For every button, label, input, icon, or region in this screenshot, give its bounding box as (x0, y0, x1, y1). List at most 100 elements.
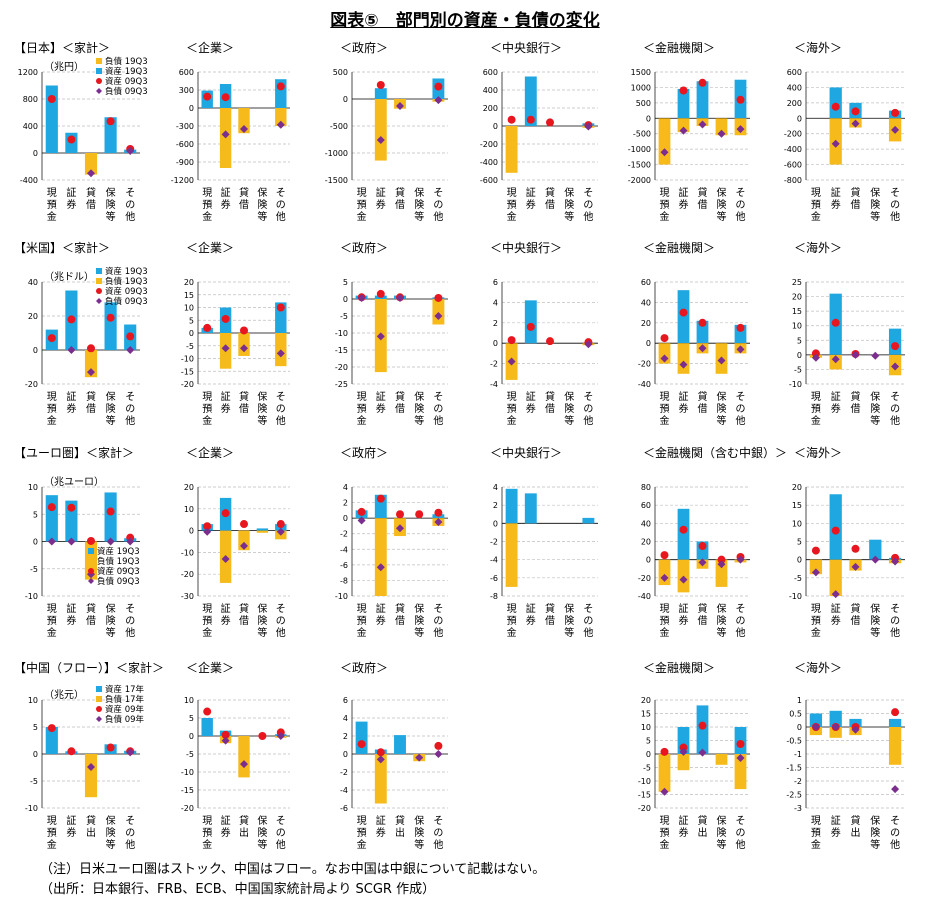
category-label: 保 (870, 602, 880, 615)
category-label: 預 (47, 615, 57, 627)
asset-old-marker (240, 326, 248, 335)
asset-old-marker (717, 555, 726, 564)
category-label: 預 (47, 827, 57, 839)
category-label: 券 (376, 826, 386, 839)
category-label: 券 (526, 198, 536, 211)
legend-label: 資産 17年 (105, 684, 145, 695)
liability-bar (238, 108, 250, 134)
category-label: 借 (851, 403, 861, 415)
tick-label: 600 (787, 68, 802, 77)
tick-label: 0 (646, 556, 651, 565)
liability-old-marker (851, 119, 860, 128)
liability-bar (505, 126, 518, 173)
tick-label: 4 (343, 714, 348, 723)
tick-label: -4 (490, 380, 498, 389)
category-label: 券 (376, 402, 386, 415)
liability-old-marker (736, 555, 745, 564)
tick-label: -20 (335, 363, 348, 372)
tick-label: -2000 (628, 176, 651, 185)
category-label: そ (125, 391, 135, 403)
asset-old-marker (376, 748, 385, 757)
asset-old-marker (276, 520, 285, 529)
asset-old-marker (811, 546, 820, 555)
tick-label: -10 (335, 329, 348, 338)
liability-old-marker (203, 527, 212, 536)
category-label: そ (125, 603, 135, 615)
category-label: そ (276, 815, 286, 827)
tick-label: 0 (797, 556, 802, 565)
asset-old-marker (67, 135, 76, 144)
category-label: 他 (433, 210, 443, 223)
category-label: 借 (545, 403, 555, 415)
category-label: 他 (736, 838, 746, 851)
category-label: 券 (526, 614, 536, 627)
category-label: 券 (679, 826, 689, 839)
asset-bar (809, 713, 823, 727)
tick-label: -5 (794, 574, 802, 583)
category-label: 借 (395, 615, 405, 627)
tick-label: -5 (643, 764, 651, 773)
asset-old-marker (376, 494, 385, 503)
source-line: （出所：日本銀行、FRB、ECB、中国国家統計局より SCGR 作成） (40, 882, 436, 897)
category-label: 保 (564, 186, 574, 199)
category-label: そ (583, 603, 593, 615)
asset-old-marker (276, 82, 285, 91)
liability-old-marker (831, 590, 840, 599)
asset-old-marker (891, 708, 900, 717)
asset-old-marker (240, 520, 248, 529)
category-label: の (276, 616, 286, 627)
category-label: 険 (717, 199, 727, 211)
category-label: 金 (660, 626, 670, 639)
category-label: 他 (890, 414, 900, 427)
category-label: 金 (507, 626, 517, 639)
category-label: の (433, 828, 443, 839)
tick-label: 500 (636, 99, 651, 108)
asset-old-marker (67, 503, 76, 512)
asset-bar (45, 85, 58, 153)
tick-label: 1500 (631, 68, 651, 77)
panel-title: ＜企業＞ (186, 660, 234, 675)
asset-old-marker (434, 293, 443, 302)
liability-old-marker (698, 748, 707, 757)
asset-old-marker (679, 525, 688, 534)
panel-title: ＜中央銀行＞ (490, 445, 562, 460)
liability-old-marker (811, 568, 820, 577)
liability-bar (715, 754, 728, 765)
tick-label: -400 (20, 176, 38, 185)
liability-bar (677, 343, 690, 374)
category-label: 等 (870, 210, 880, 223)
category-label: 出 (395, 826, 405, 839)
note-line: （注）日米ユーロ圏はストック、中国はフロー。なお中国は中銀について記載はない。 (40, 862, 546, 877)
tick-label: -2 (490, 360, 498, 369)
legend-label: 資産 19Q3 (105, 66, 148, 77)
category-label: 現 (202, 815, 212, 827)
liability-old-marker (871, 351, 880, 360)
category-label: 貸 (851, 186, 861, 199)
category-label: 等 (257, 210, 267, 223)
tick-label: -900 (176, 158, 194, 167)
category-label: 現 (660, 391, 670, 403)
tick-label: -8 (490, 592, 498, 601)
category-label: 証 (679, 186, 689, 199)
liability-old-marker (67, 346, 76, 354)
category-label: 金 (47, 414, 57, 427)
tick-label: 0 (646, 114, 651, 123)
liability-bar (715, 118, 728, 136)
liability-old-marker (240, 541, 248, 550)
category-label: 証 (221, 390, 231, 403)
category-label: 借 (851, 199, 861, 211)
category-label: 他 (125, 838, 135, 851)
tick-label: 0 (493, 339, 498, 348)
category-label: 険 (106, 827, 116, 839)
category-label: 険 (564, 403, 574, 415)
category-label: の (736, 404, 746, 415)
liability-old-marker (276, 349, 285, 358)
asset-bar (256, 528, 269, 531)
liability-old-marker (811, 353, 820, 362)
category-label: 他 (583, 626, 593, 639)
category-label: 借 (86, 403, 96, 415)
asset-bar (275, 302, 287, 333)
tick-label: -600 (176, 140, 194, 149)
